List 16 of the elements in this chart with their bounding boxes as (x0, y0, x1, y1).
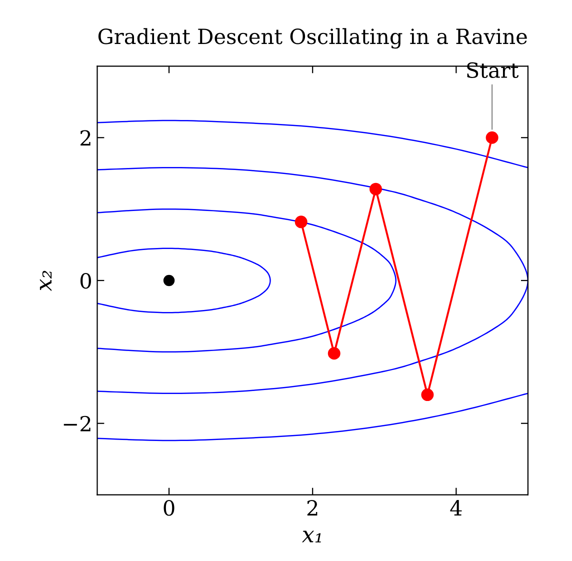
y-tick-label: 2 (80, 130, 90, 146)
y-tick-label: −2 (64, 416, 90, 432)
point (486, 131, 498, 144)
point (370, 182, 382, 196)
point (163, 274, 175, 286)
point (421, 388, 434, 402)
annotation: Start (467, 62, 519, 78)
y-tick-label: 0 (80, 272, 91, 289)
x-axis-title: x₁ (302, 530, 321, 542)
x-tick-label: 0 (164, 500, 174, 516)
x-tick-label: 2 (307, 500, 318, 516)
chart-title: Gradient Descent Oscillating in a Ravine (98, 28, 527, 49)
y-axis-title: x₂ (40, 270, 52, 292)
point (328, 347, 340, 360)
point (294, 216, 308, 228)
x-tick-label: 4 (450, 500, 462, 516)
